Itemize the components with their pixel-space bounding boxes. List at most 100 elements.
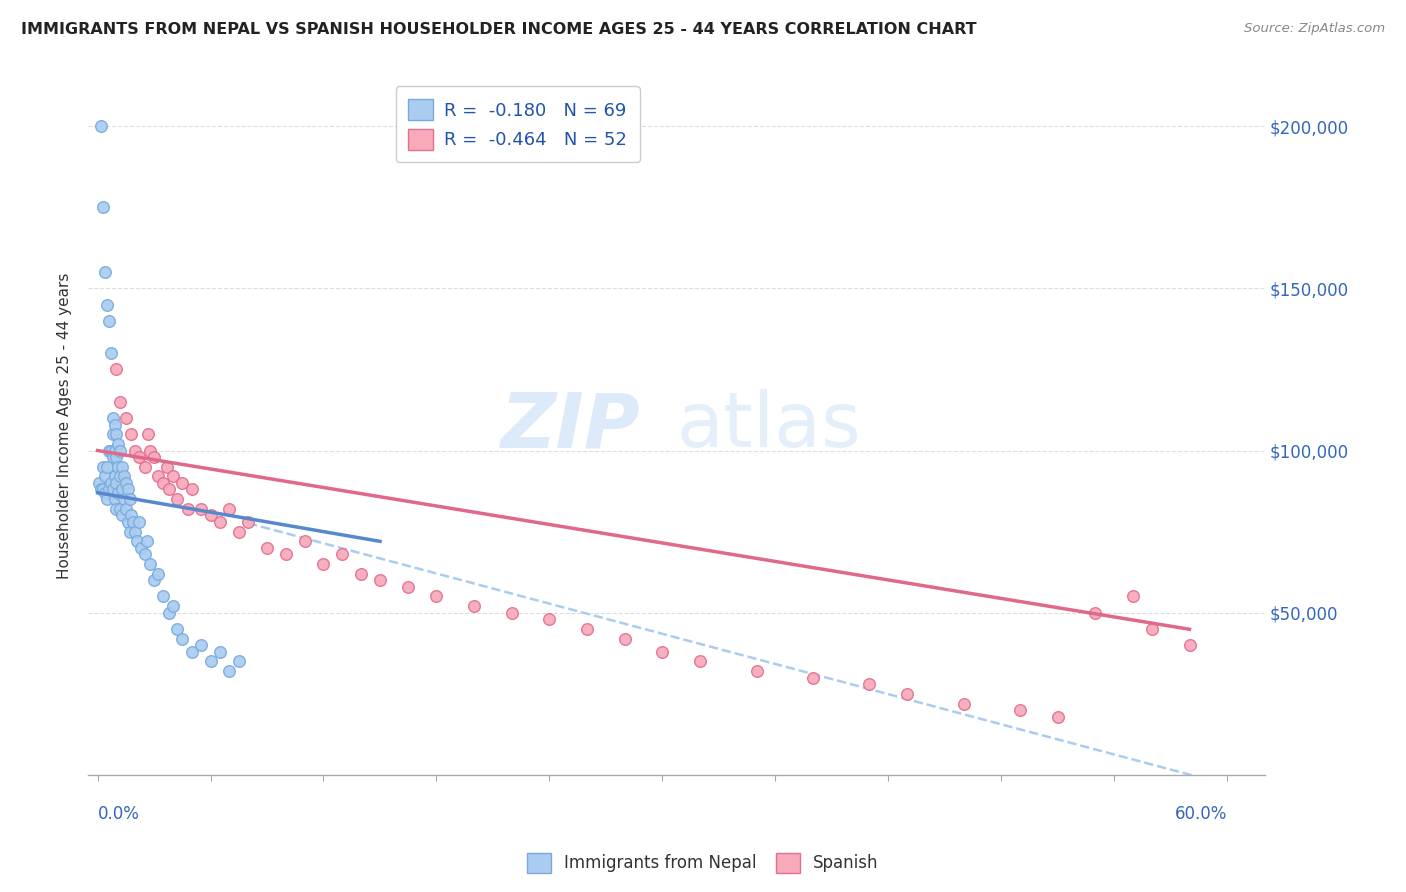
Point: [114, 411, 136, 425]
Point: [228, 654, 250, 668]
Point: [152, 475, 174, 490]
Point: [157, 606, 180, 620]
Point: [162, 469, 184, 483]
Point: [1010, 703, 1032, 717]
Point: [101, 411, 124, 425]
Point: [1046, 709, 1069, 723]
Point: [396, 580, 419, 594]
Point: [172, 632, 194, 646]
Point: [89, 475, 111, 490]
Point: [1122, 590, 1144, 604]
Point: [103, 469, 125, 483]
Point: [651, 645, 673, 659]
Point: [100, 475, 122, 490]
Point: [108, 395, 131, 409]
Point: [96, 297, 118, 311]
Point: [103, 492, 125, 507]
Point: [90, 483, 112, 497]
Point: [200, 654, 222, 668]
Point: [103, 443, 125, 458]
Point: [146, 566, 169, 581]
Point: [96, 492, 118, 507]
Point: [97, 483, 120, 497]
Point: [177, 502, 200, 516]
Point: [120, 427, 142, 442]
Point: [108, 443, 131, 458]
Point: [100, 346, 122, 360]
Point: [122, 515, 145, 529]
Text: 0.0%: 0.0%: [97, 805, 139, 823]
Point: [256, 541, 278, 555]
Point: [114, 502, 136, 516]
Point: [107, 459, 129, 474]
Point: [139, 443, 162, 458]
Point: [613, 632, 636, 646]
Point: [801, 671, 824, 685]
Point: [138, 427, 160, 442]
Point: [105, 475, 128, 490]
Point: [117, 515, 139, 529]
Point: [190, 638, 212, 652]
Point: [180, 645, 202, 659]
Point: [463, 599, 485, 614]
Point: [127, 534, 149, 549]
Text: atlas: atlas: [676, 389, 862, 463]
Point: [111, 483, 134, 497]
Point: [274, 547, 297, 561]
Point: [105, 427, 128, 442]
Point: [111, 508, 134, 523]
Point: [330, 547, 353, 561]
Point: [111, 459, 134, 474]
Point: [368, 574, 391, 588]
Point: [162, 599, 184, 614]
Point: [135, 534, 157, 549]
Point: [128, 450, 150, 464]
Y-axis label: Householder Income Ages 25 - 44 years: Householder Income Ages 25 - 44 years: [58, 273, 72, 580]
Point: [134, 547, 156, 561]
Point: [90, 119, 112, 133]
Point: [94, 485, 117, 500]
Point: [689, 654, 711, 668]
Point: [112, 469, 135, 483]
Point: [97, 314, 120, 328]
Point: [146, 469, 169, 483]
Legend: Immigrants from Nepal, Spanish: Immigrants from Nepal, Spanish: [520, 847, 886, 880]
Point: [172, 475, 194, 490]
Point: [156, 459, 179, 474]
Point: [228, 524, 250, 539]
Point: [107, 437, 129, 451]
Text: IMMIGRANTS FROM NEPAL VS SPANISH HOUSEHOLDER INCOME AGES 25 - 44 YEARS CORRELATI: IMMIGRANTS FROM NEPAL VS SPANISH HOUSEHO…: [21, 22, 977, 37]
Point: [1178, 638, 1201, 652]
Point: [118, 524, 141, 539]
Point: [218, 664, 240, 678]
Point: [94, 265, 117, 279]
Point: [105, 450, 128, 464]
Point: [117, 483, 139, 497]
Point: [91, 459, 114, 474]
Text: 60.0%: 60.0%: [1175, 805, 1227, 823]
Point: [101, 450, 124, 464]
Point: [105, 502, 128, 516]
Point: [200, 508, 222, 523]
Point: [294, 534, 316, 549]
Point: [858, 677, 880, 691]
Point: [97, 443, 120, 458]
Point: [896, 687, 918, 701]
Point: [103, 417, 125, 432]
Point: [139, 557, 162, 571]
Point: [350, 566, 373, 581]
Point: [124, 443, 146, 458]
Point: [101, 483, 124, 497]
Text: ZIP: ZIP: [502, 389, 641, 463]
Point: [152, 590, 174, 604]
Point: [143, 574, 166, 588]
Point: [576, 622, 599, 636]
Point: [100, 443, 122, 458]
Point: [108, 469, 131, 483]
Point: [129, 541, 152, 555]
Point: [501, 606, 523, 620]
Legend: R =  -0.180   N = 69, R =  -0.464   N = 52: R = -0.180 N = 69, R = -0.464 N = 52: [395, 87, 640, 162]
Point: [124, 524, 146, 539]
Point: [108, 502, 131, 516]
Point: [180, 483, 202, 497]
